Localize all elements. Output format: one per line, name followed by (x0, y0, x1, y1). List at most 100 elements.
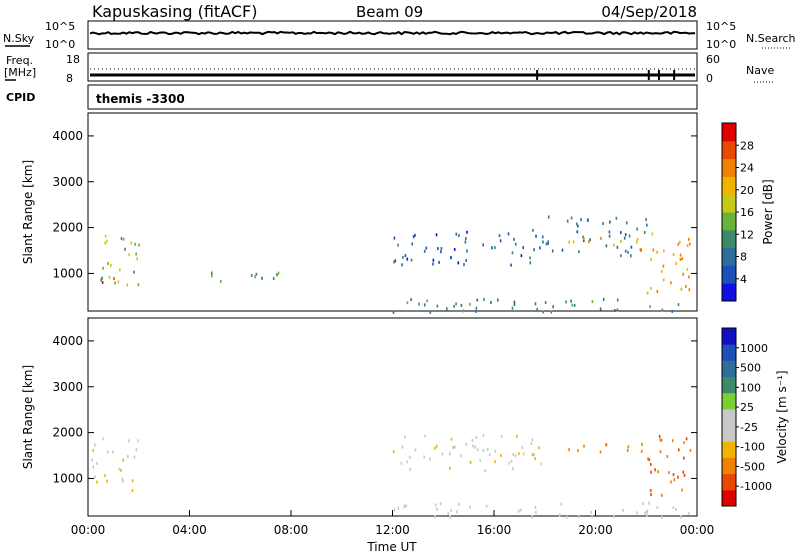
echo-cell (673, 478, 676, 482)
echo-cell (434, 446, 436, 450)
echo-cell (538, 446, 540, 450)
echo-cell (409, 455, 411, 459)
echo-cell (623, 236, 626, 240)
echo-cell (677, 475, 679, 479)
echo-cell (678, 448, 680, 452)
echo-cell (423, 455, 425, 459)
echo-cell (539, 246, 541, 250)
colorbar-tick-label: -1000 (740, 480, 772, 493)
echo-cell (106, 239, 108, 243)
echo-cell (410, 258, 413, 262)
colorbar-swatch (722, 408, 736, 426)
echo-cell (630, 245, 633, 249)
echo-cell (423, 249, 426, 253)
colorbar-tick-label: -100 (740, 441, 765, 454)
echo-cell (94, 475, 96, 479)
echo-cell (469, 505, 471, 509)
echo-cell (535, 234, 537, 238)
echo-cell (675, 262, 677, 265)
echo-cell (410, 298, 412, 302)
echo-cell (588, 240, 590, 244)
echo-cell (670, 480, 672, 484)
colorbar-swatch (722, 344, 736, 361)
echo-cell (250, 274, 253, 277)
echo-cell (511, 251, 514, 255)
echo-cell (424, 434, 426, 438)
colorbar-swatch (722, 194, 736, 213)
echo-cell (650, 470, 652, 474)
echo-cell (572, 240, 575, 244)
echo-cell (494, 246, 496, 250)
echo-cell (261, 276, 263, 280)
echo-cell (211, 274, 213, 278)
echo-cell (646, 223, 648, 227)
echo-cell (605, 443, 607, 447)
echo-cell (100, 278, 102, 282)
echo-cell (400, 461, 403, 465)
echo-cell (670, 281, 672, 285)
y-tick-label: 2000 (52, 426, 83, 440)
echo-cell (535, 510, 537, 514)
echo-cell (583, 239, 585, 243)
echo-cell (133, 270, 135, 274)
echo-cell (659, 438, 661, 442)
echo-cell (494, 460, 496, 464)
noise-tick-low-right: 10^0 (706, 38, 736, 51)
echo-cell (547, 241, 549, 245)
echo-cell (462, 309, 465, 313)
echo-cell (411, 242, 413, 246)
colorbar-swatch (722, 328, 736, 345)
echo-cell (620, 231, 622, 235)
echo-cell (516, 434, 518, 438)
echo-cell (272, 277, 275, 280)
power-colorbar: 4 8 12 16 20 24 28 (721, 122, 754, 302)
echo-cell (453, 304, 455, 308)
freq-trace (90, 68, 695, 80)
echo-cell (616, 308, 619, 312)
echo-cell (277, 271, 280, 275)
echo-cell (514, 454, 517, 458)
echo-cell (551, 249, 554, 253)
echo-cell (668, 471, 670, 475)
echo-cell (650, 462, 652, 466)
y-tick-label: 3000 (52, 380, 83, 394)
echo-cell (440, 250, 442, 254)
echo-cell (560, 502, 562, 506)
echo-cell (412, 235, 415, 239)
echo-cell (620, 239, 622, 243)
echo-cell (458, 234, 460, 238)
echo-cell (522, 246, 524, 250)
echo-cell (602, 222, 604, 225)
echo-cell (483, 297, 485, 301)
echo-cell (570, 216, 573, 220)
echo-cell (432, 258, 435, 262)
colorbar-tick-label: 12 (740, 228, 754, 241)
nave-tick-high: 60 (706, 53, 720, 66)
colorbar-tick-label: 100 (740, 381, 761, 394)
echo-cell (414, 448, 417, 452)
echo-cell (466, 230, 468, 234)
echo-cell (436, 507, 438, 511)
echo-cell (92, 448, 94, 452)
colorbar-swatch (722, 360, 736, 378)
x-axis: 00:00 04:00 08:00 12:00 16:00 20:00 00:00 (71, 510, 714, 537)
echo-cell (677, 242, 680, 246)
freq-tick-high: 18 (66, 53, 80, 66)
echo-cell (531, 438, 534, 442)
echo-cell (434, 515, 436, 519)
echo-cell (517, 509, 520, 513)
echo-cell (393, 260, 395, 264)
echo-cell (675, 508, 677, 511)
echo-cell (117, 280, 120, 284)
echo-cell (435, 503, 437, 507)
echo-cell (679, 240, 681, 244)
date-title: 04/Sep/2018 (601, 3, 697, 21)
echo-cell (497, 298, 499, 302)
echo-cell (550, 310, 553, 314)
echo-cell (494, 449, 497, 453)
echo-cell (104, 241, 106, 245)
echo-cell (104, 234, 107, 238)
echo-cell (599, 307, 602, 311)
echo-cell (254, 275, 256, 279)
